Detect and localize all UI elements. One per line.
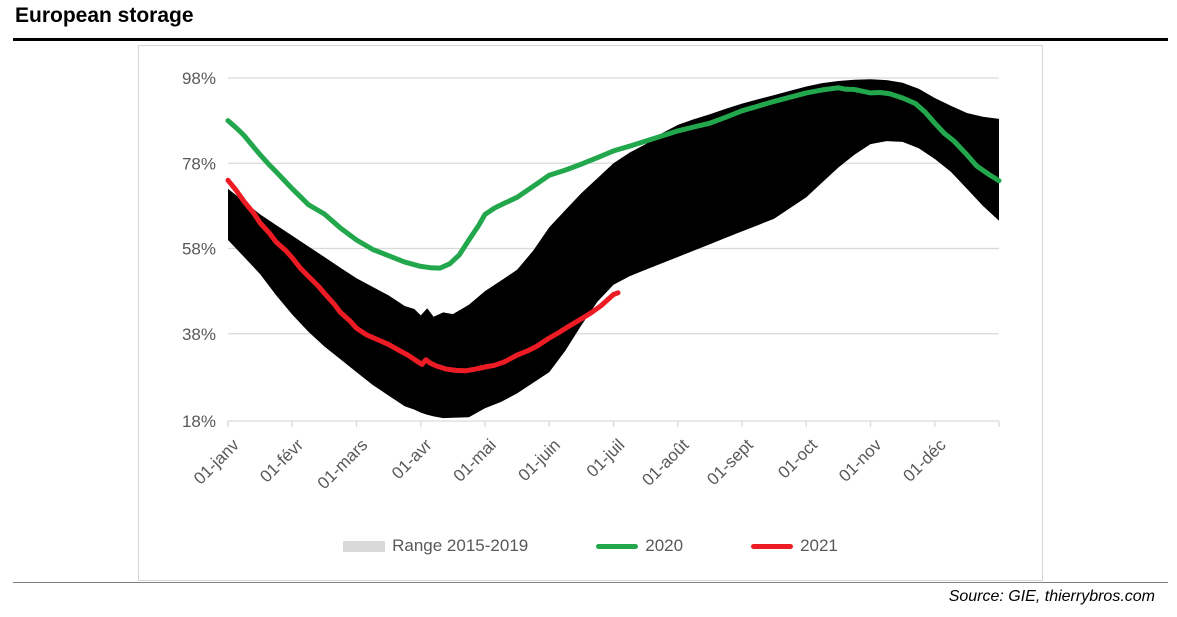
x-tick-label: 01-août xyxy=(638,435,692,489)
storage-chart: 18% 38% 58% 78% 98% 01-janv 01-févr 01-mars 01-a… xyxy=(182,69,1002,493)
range-band-swatch xyxy=(343,540,386,552)
x-tick-label: 01-oct xyxy=(774,435,821,482)
legend-item-range: Range 2015-2019 xyxy=(343,536,528,556)
line-2021-swatch xyxy=(751,543,794,549)
legend-item-2021: 2021 xyxy=(751,536,838,556)
x-tick-label: 01-sept xyxy=(703,435,757,489)
x-tick-label: 01-juin xyxy=(515,435,565,485)
y-tick-label: 58% xyxy=(182,240,216,259)
legend-label-range: Range 2015-2019 xyxy=(392,536,529,555)
legend-item-2020: 2020 xyxy=(596,536,683,556)
source-note: Source: GIE, thierrybros.com xyxy=(948,588,1155,605)
series-line-2020 xyxy=(225,85,1002,271)
x-tick-label: 01-janv xyxy=(190,435,243,488)
x-tick-label: 01-juil xyxy=(583,435,629,481)
legend-label-2021: 2021 xyxy=(800,536,838,555)
range-band xyxy=(228,79,999,419)
x-tick-label: 01-nov xyxy=(835,435,886,486)
x-tick-label: 01-mai xyxy=(450,435,500,485)
chart-legend: Range 2015-2019 2020 2021 xyxy=(139,536,1042,556)
y-tick-label: 18% xyxy=(182,412,216,431)
x-tick-label: 01-févr xyxy=(256,435,307,486)
legend-label-2020: 2020 xyxy=(645,536,684,555)
bottom-divider xyxy=(13,582,1168,583)
x-tick-label: 01-avr xyxy=(388,435,436,483)
x-tick-label: 01-mars xyxy=(314,435,372,493)
title-divider xyxy=(13,38,1168,41)
y-tick-label: 78% xyxy=(182,154,216,173)
chart-container: 18% 38% 58% 78% 98% 01-janv 01-févr 01-mars 01-a… xyxy=(138,45,1043,581)
y-tick-label: 98% xyxy=(182,69,216,88)
line-2020-swatch xyxy=(596,543,639,549)
x-tick-label: 01-déc xyxy=(899,435,950,486)
series-line-2021 xyxy=(225,177,621,374)
y-tick-label: 38% xyxy=(182,325,216,344)
page-title: European storage xyxy=(15,4,194,27)
